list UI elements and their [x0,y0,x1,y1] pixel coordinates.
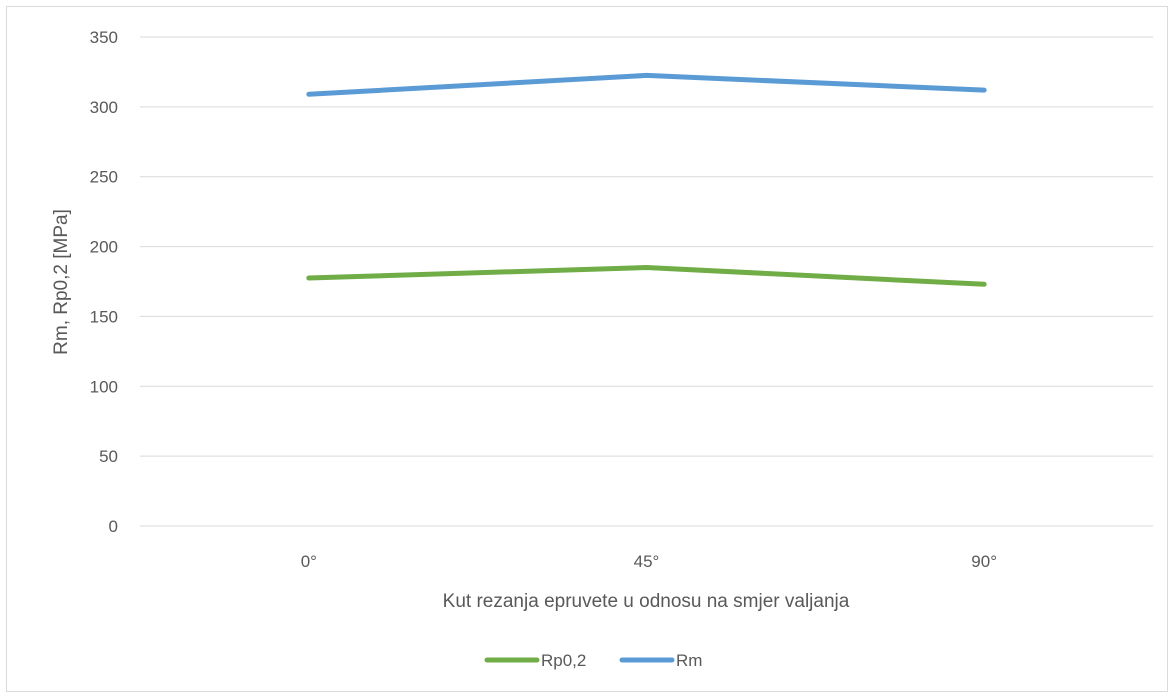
legend-label: Rm [676,651,702,670]
series-line-0 [306,265,987,287]
gridlines [140,36,1153,527]
x-tick-label: 0° [301,552,317,571]
chart-frame [6,6,1168,692]
y-tick-label: 50 [99,447,118,466]
x-tick-label: 45° [634,552,660,571]
y-tick-label: 350 [90,28,118,47]
y-tick-label: 200 [90,238,118,257]
series-line-1 [306,72,987,97]
x-axis-ticks: 0° 45° 90° [301,552,997,571]
y-tick-label: 300 [90,98,118,117]
legend: Rp0,2 Rm [484,651,702,670]
y-tick-label: 250 [90,168,118,187]
x-tick-label: 90° [971,552,997,571]
y-tick-label: 150 [90,307,118,326]
series-lines [306,72,987,287]
y-tick-label: 0 [109,517,118,536]
x-axis-title: Kut rezanja epruvete u odnosu na smjer v… [443,591,850,612]
y-tick-label: 100 [90,377,118,396]
legend-label: Rp0,2 [541,651,586,670]
y-axis-ticks: 0 50 100 150 200 250 300 350 [90,28,118,536]
y-axis-title: Rm, Rp0,2 [MPa] [51,209,72,355]
